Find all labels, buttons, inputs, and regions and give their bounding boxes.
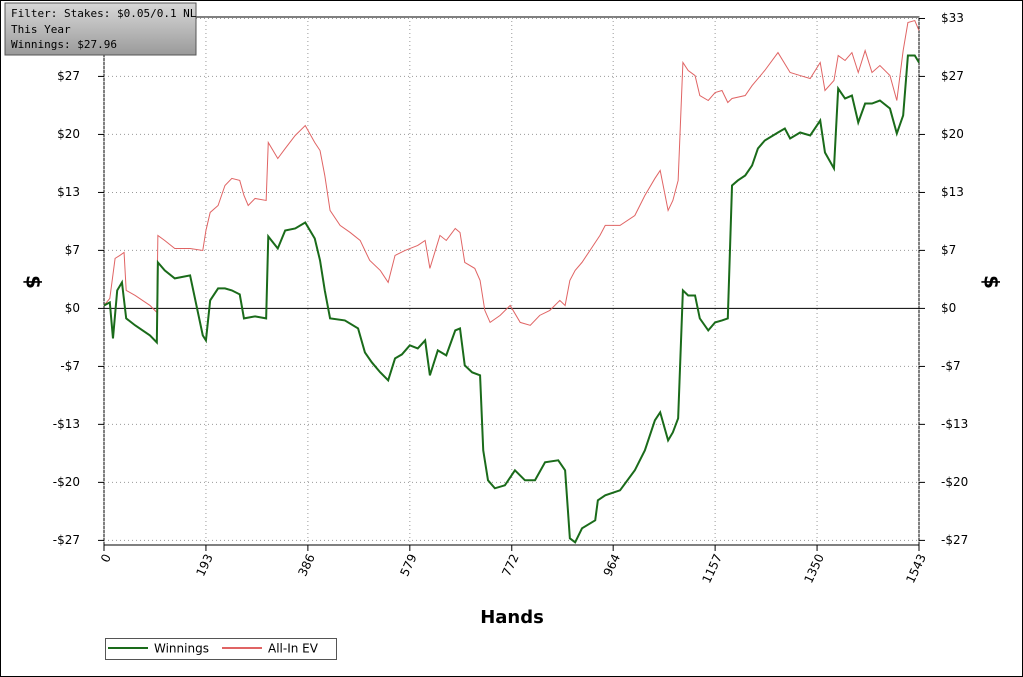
legend-box [105, 638, 337, 660]
y2-tick-label: $33 [941, 11, 964, 25]
y2-axis-title: $ [980, 275, 1004, 289]
plot-area: -$27 -$27 -$20 -$20 -$13 -$13 -$7 -$7 $0 $0 $7 $7 $1… [53, 11, 968, 585]
y-tick-label: $27 [57, 69, 80, 83]
y-tick-label: $7 [65, 243, 80, 257]
legend-label: Winnings [154, 642, 209, 656]
y-tick-label: -$20 [53, 475, 80, 489]
y-tick-label: $20 [57, 127, 80, 141]
y-tick-label: -$27 [53, 533, 80, 547]
y2-tick-label: $27 [941, 69, 964, 83]
y-tick-label: $0 [65, 301, 80, 315]
series-line [103, 19, 920, 326]
y2-tick-label: -$13 [941, 417, 968, 431]
y-axis-title: $ [22, 275, 46, 289]
filter-box-bg [4, 2, 197, 56]
filter-text: Winnings: $27.96 [11, 38, 117, 51]
legend-label: All-In EV [268, 642, 319, 656]
y2-tick-label: -$20 [941, 475, 968, 489]
y2-tick-label: -$7 [941, 359, 961, 373]
y2-tick-label: $0 [941, 301, 956, 315]
y2-tick-label: $13 [941, 185, 964, 199]
filter-text: This Year [11, 23, 71, 36]
y2-tick-label: -$27 [941, 533, 968, 547]
legend: Winnings All-In EV [105, 638, 337, 660]
y-tick-label: $13 [57, 185, 80, 199]
x-axis-title: Hands [480, 607, 544, 628]
y-tick-label: -$7 [60, 359, 80, 373]
y-tick-label: -$13 [53, 417, 80, 431]
y2-tick-label: $20 [941, 127, 964, 141]
series-line [103, 54, 920, 544]
filter-text: Filter: Stakes: $0.05/0.1 NL [11, 7, 197, 20]
filter-box: Filter: Stakes: $0.05/0.1 NL This Year W… [4, 2, 197, 56]
y2-tick-label: $7 [941, 243, 956, 257]
